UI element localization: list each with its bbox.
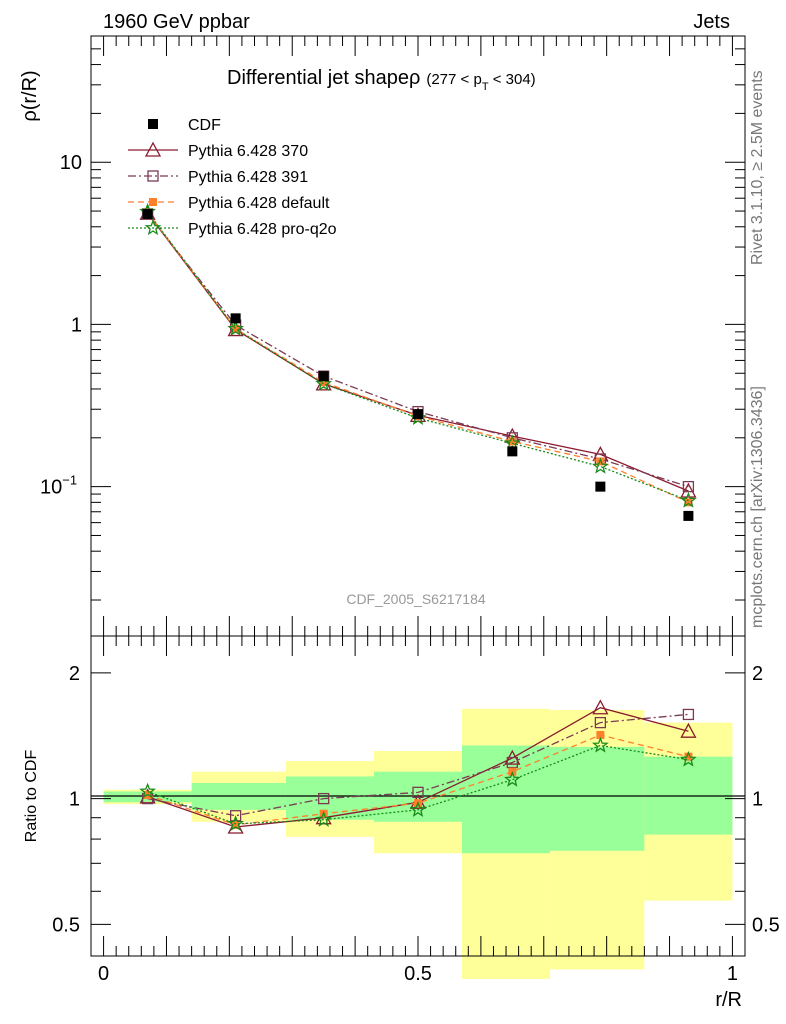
legend-label-pythia-6-428-pro-q2o: Pythia 6.428 pro-q2o (188, 221, 337, 238)
main-y-tick-label: 1 (71, 314, 82, 336)
ratio-ticks (91, 636, 745, 956)
main-point-pythia-6-428-default (231, 324, 240, 333)
main-point-pythia-6-428-pro-q2o (503, 434, 521, 451)
ratio-x-tick-label: 0.5 (404, 963, 432, 985)
ratio-y-tick-label-right: 2 (752, 663, 763, 685)
ratio-point-pythia-6-428-pro-q2o (679, 750, 697, 767)
ratio-point-pythia-6-428-pro-q2o (591, 736, 609, 753)
cdf-data-points (142, 208, 694, 521)
main-point-pythia-6-428-pro-q2o (592, 457, 609, 474)
cdf-data-point (142, 208, 153, 219)
main-point-pythia-6-428-default (508, 437, 517, 446)
main-point-pythia-6-428-pro-q2o (679, 491, 697, 508)
ratio-point-pythia-6-428-391 (318, 792, 330, 805)
ratio-x-tick-label: 1 (727, 963, 738, 985)
ratio-y-tick-label-left: 1 (69, 789, 80, 811)
header-energy-label: 1960 GeV ppbar (103, 11, 250, 33)
ratio-point-pythia-6-428-391 (594, 716, 607, 729)
legend-marker-cdf (148, 119, 158, 129)
ratio-point-pythia-6-428-default (596, 730, 605, 739)
ratio-point-pythia-6-428-default (684, 752, 693, 761)
cdf-data-point (413, 409, 423, 420)
cdf-data-point (683, 510, 694, 521)
ratio-point-pythia-6-428-pro-q2o (315, 810, 332, 827)
ratio-series-lines (139, 699, 697, 834)
rivet-version-label: Rivet 3.1.10, ≥ 2.5M events (749, 70, 766, 265)
ratio-band-inner (550, 746, 645, 851)
legend-label-pythia-6-428-default: Pythia 6.428 default (188, 195, 330, 212)
ratio-point-pythia-6-428-pro-q2o (409, 801, 427, 817)
mcplots-label: mcplots.cern.ch [arXiv:1306.3436] (749, 386, 766, 628)
legend-marker-pythia-6-428-default (149, 198, 157, 206)
main-line-pythia-6-428-391 (147, 213, 689, 488)
legend-label-pythia-6-428-370: Pythia 6.428 370 (188, 143, 308, 160)
main-y-axis-label: ρ(r/R) (19, 70, 41, 121)
x-axis-label: r/R (715, 989, 742, 1011)
cdf-data-point (595, 481, 606, 492)
legend-label-pythia-6-428-391: Pythia 6.428 391 (188, 169, 308, 186)
ratio-point-pythia-6-428-default (231, 820, 240, 829)
ratio-panel: 2 2 1 1 0.5 0.5 0 0.5 1 (52, 635, 780, 985)
cdf-data-point (318, 371, 329, 382)
ratio-point-pythia-6-428-pro-q2o (227, 815, 244, 831)
ratio-point-pythia-6-428-370 (680, 722, 697, 738)
ratio-band-inner (285, 776, 374, 820)
ratio-x-tick-label: 0 (98, 963, 109, 985)
main-y-tick-label: 10 (60, 152, 82, 174)
ratio-point-pythia-6-428-391 (229, 810, 242, 822)
legend-marker-pythia-6-428-pro-q2o (144, 219, 162, 236)
main-point-pythia-6-428-default (319, 378, 328, 387)
header-process-label: Jets (693, 11, 730, 33)
ratio-point-pythia-6-428-391 (412, 786, 424, 799)
main-y-tick-label: 10−1 (40, 473, 77, 499)
main-point-pythia-6-428-pro-q2o (409, 409, 427, 426)
ratio-line-pythia-6-428-pro-q2o (147, 744, 689, 825)
legend-marker-pythia-6-428-391 (147, 170, 159, 182)
cdf-data-point (230, 313, 241, 324)
main-line-pythia-6-428-370 (147, 212, 689, 492)
ratio-tick-labels: 2 2 1 1 0.5 0.5 0 0.5 1 (52, 663, 780, 985)
ratio-y-tick-label-left: 0.5 (52, 914, 80, 936)
main-point-pythia-6-428-default (684, 498, 693, 507)
legend-marker-pythia-6-428-370 (144, 141, 162, 157)
ratio-y-tick-label-right: 0.5 (752, 914, 780, 936)
legend-label-cdf: CDF (188, 117, 221, 134)
legend: CDF Pythia 6.428 370 Pythia 6.428 391 Pythi… (128, 117, 337, 238)
ratio-point-pythia-6-428-370 (592, 699, 609, 715)
ratio-point-pythia-6-428-391 (506, 756, 518, 769)
analysis-watermark: CDF_2005_S6217184 (346, 591, 486, 607)
main-point-pythia-6-428-pro-q2o (315, 375, 333, 391)
ratio-y-axis-label: Ratio to CDF (23, 750, 40, 843)
main-point-pythia-6-428-391 (682, 480, 695, 493)
ratio-point-pythia-6-428-pro-q2o (504, 770, 521, 787)
ratio-line-pythia-6-428-391 (147, 713, 689, 817)
ratio-point-pythia-6-428-391 (682, 708, 695, 721)
ratio-frame (90, 635, 746, 957)
ratio-y-tick-label-left: 2 (69, 663, 80, 685)
chart-title: Differential jet shapeρ (277 < pT < 304) (227, 67, 536, 93)
ratio-y-tick-label-right: 1 (752, 789, 763, 811)
cdf-data-point (507, 446, 518, 457)
main-series-lines (139, 203, 697, 508)
main-tick-labels: 10 1 10−1 (40, 152, 82, 498)
ratio-point-pythia-6-428-pro-q2o (139, 782, 157, 799)
main-ticks (91, 35, 745, 636)
main-point-pythia-6-428-default (596, 457, 605, 466)
main-point-pythia-6-428-pro-q2o (227, 319, 245, 336)
main-point-pythia-6-428-370 (680, 482, 697, 498)
main-panel: 10 1 10−1 (40, 35, 746, 637)
